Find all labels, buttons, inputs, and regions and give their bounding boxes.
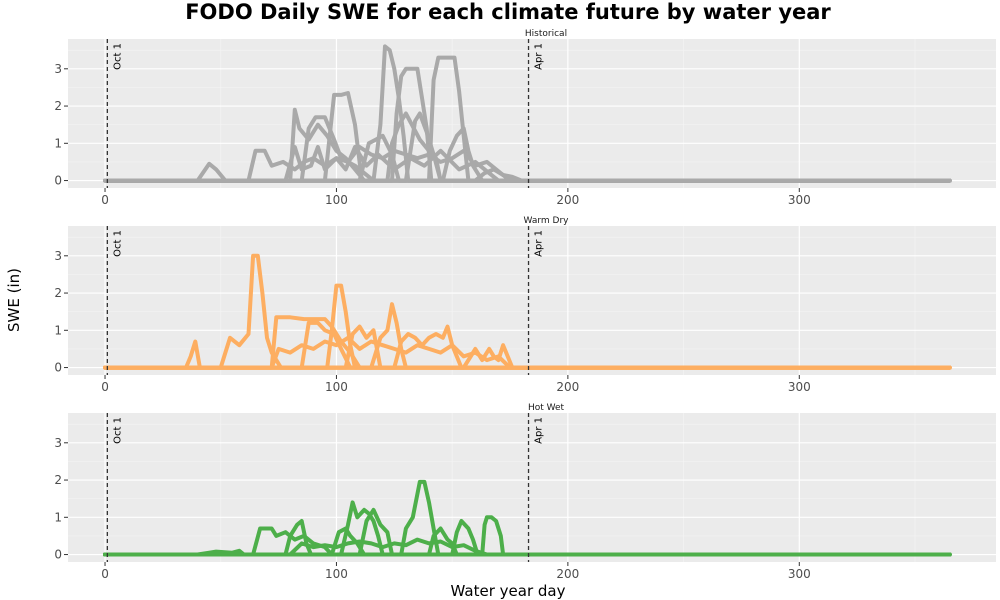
reference-vline-label: Oct 1: [112, 230, 123, 257]
y-tick-label: 1: [54, 510, 62, 524]
panel-strip-label: Warm Dry: [524, 216, 570, 226]
x-tick-label: 200: [556, 567, 579, 581]
y-tick-label: 2: [54, 473, 62, 487]
panel-background: [68, 226, 996, 375]
y-tick-label: 0: [54, 361, 62, 375]
x-tick-label: 100: [325, 567, 348, 581]
y-tick-label: 0: [54, 548, 62, 562]
y-tick-label: 1: [54, 323, 62, 337]
x-tick-label: 0: [101, 193, 109, 207]
swe-series-line: [103, 519, 952, 557]
swe-series-line: [103, 111, 952, 183]
reference-vline-label: Oct 1: [112, 43, 123, 70]
panel-historical: Historical Oct 1 Apr 1 0 1 2 3 0 100 200 300: [54, 29, 996, 207]
swe-series-line: [103, 55, 952, 183]
swe-series-line: [103, 479, 952, 557]
panel-strip-label: Historical: [525, 29, 567, 39]
x-tick-label: 0: [101, 567, 109, 581]
swe-series-line: [103, 302, 952, 370]
y-axis-title: SWE (in): [5, 268, 23, 332]
panel-background: [68, 39, 996, 188]
swe-series-line: [103, 283, 952, 370]
reference-vline-label: Apr 1: [534, 417, 545, 444]
reference-vline-label: Oct 1: [112, 417, 123, 444]
y-tick-label: 3: [54, 249, 62, 263]
x-tick-label: 0: [101, 380, 109, 394]
y-tick-label: 3: [54, 436, 62, 450]
x-tick-label: 300: [788, 193, 811, 207]
reference-vline-label: Apr 1: [534, 43, 545, 70]
swe-series-line: [103, 324, 952, 370]
x-tick-label: 300: [788, 567, 811, 581]
x-axis-title: Water year day: [451, 582, 566, 600]
swe-series-line: [103, 507, 952, 557]
swe-series-line: [103, 167, 952, 183]
chart-title: FODO Daily SWE for each climate future b…: [185, 0, 831, 24]
y-tick-label: 2: [54, 286, 62, 300]
swe-series-line: [103, 324, 952, 370]
x-tick-label: 100: [325, 380, 348, 394]
x-tick-label: 200: [556, 193, 579, 207]
swe-series-line: [103, 107, 952, 183]
panel-hot-wet: Hot Wet Oct 1 Apr 1 0 1 2 3 0 100 200 300: [54, 403, 996, 581]
swe-series-line: [103, 44, 952, 183]
x-tick-label: 200: [556, 380, 579, 394]
y-tick-label: 2: [54, 99, 62, 113]
y-tick-label: 3: [54, 62, 62, 76]
x-tick-label: 300: [788, 380, 811, 394]
swe-series-line: [103, 500, 952, 557]
x-tick-label: 100: [325, 193, 348, 207]
swe-series-line: [103, 343, 952, 370]
y-tick-label: 1: [54, 136, 62, 150]
panel-background: [68, 413, 996, 562]
y-tick-label: 0: [54, 174, 62, 188]
swe-series-line: [103, 515, 952, 557]
panel-strip-label: Hot Wet: [528, 403, 565, 413]
swe-series-line: [103, 115, 952, 183]
reference-vline-label: Apr 1: [534, 230, 545, 257]
panel-warm-dry: Warm Dry Oct 1 Apr 1 0 1 2 3 0 100 200 300: [54, 216, 996, 394]
